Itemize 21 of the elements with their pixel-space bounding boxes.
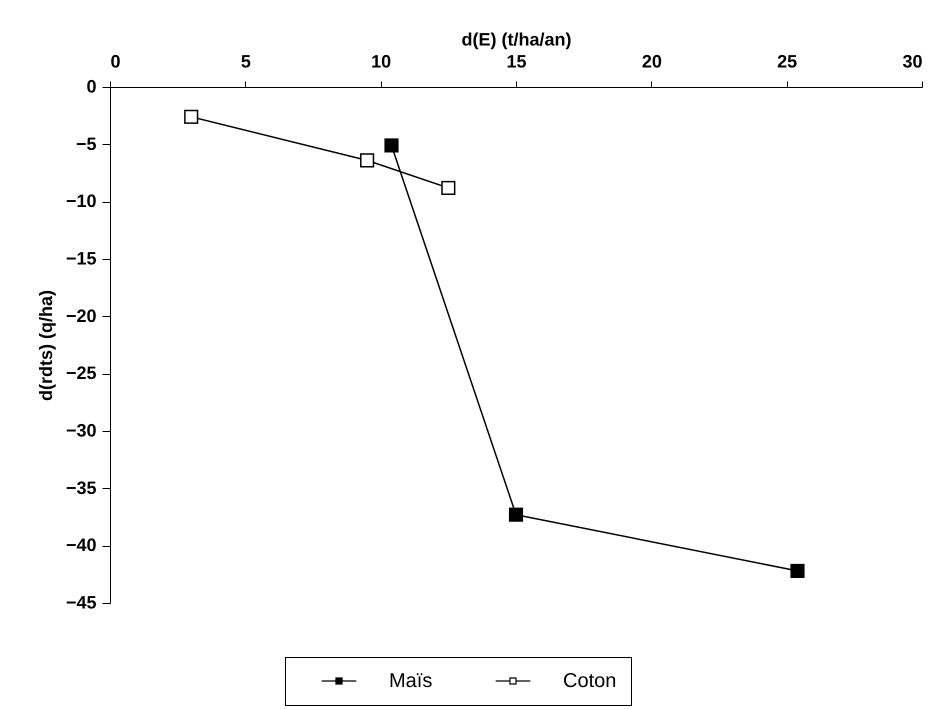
x-tick-label: 5 <box>240 52 251 72</box>
y-tick-label: −40 <box>66 535 96 556</box>
y-tick-label: −25 <box>66 363 96 384</box>
y-tick-label: −15 <box>66 248 96 268</box>
y-axis-title: d(rdts) (q/ha) <box>36 290 56 401</box>
x-tick-label: 25 <box>777 52 798 72</box>
y-tick-label: −5 <box>76 134 96 154</box>
y-tick-label: −30 <box>66 420 96 440</box>
x-tick-label: 30 <box>902 52 922 72</box>
x-tick-label: 15 <box>506 52 527 72</box>
legend-label: Maïs <box>389 670 432 692</box>
x-tick-label: 10 <box>371 52 392 72</box>
y-tick-label: −35 <box>66 478 96 498</box>
x-axis-title: d(E) (t/ha/an) <box>462 30 572 50</box>
x-tick-label: 0 <box>110 52 121 72</box>
x-tick-label: 20 <box>642 52 662 72</box>
y-tick-label: −45 <box>66 592 96 612</box>
legend-label: Coton <box>563 670 616 692</box>
y-tick-label: −20 <box>66 306 96 326</box>
y-tick-label: 0 <box>86 76 96 96</box>
y-tick-label: −10 <box>66 191 96 212</box>
